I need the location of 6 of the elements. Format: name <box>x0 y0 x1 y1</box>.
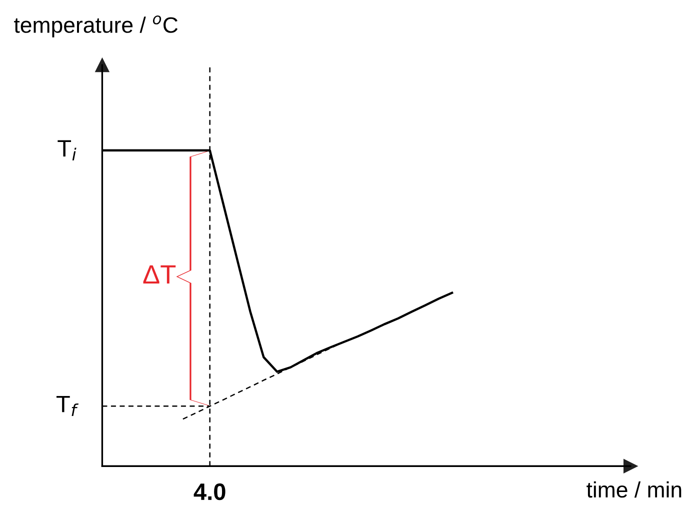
annotation: ΔT <box>143 265 176 284</box>
text: T$_{i}$ <box>58 140 76 160</box>
text: 4.0 <box>194 483 226 500</box>
text: temperature / $^{o}$C <box>14 15 178 38</box>
text: time / min <box>586 481 682 498</box>
text: T$_{f}$ <box>56 396 79 416</box>
